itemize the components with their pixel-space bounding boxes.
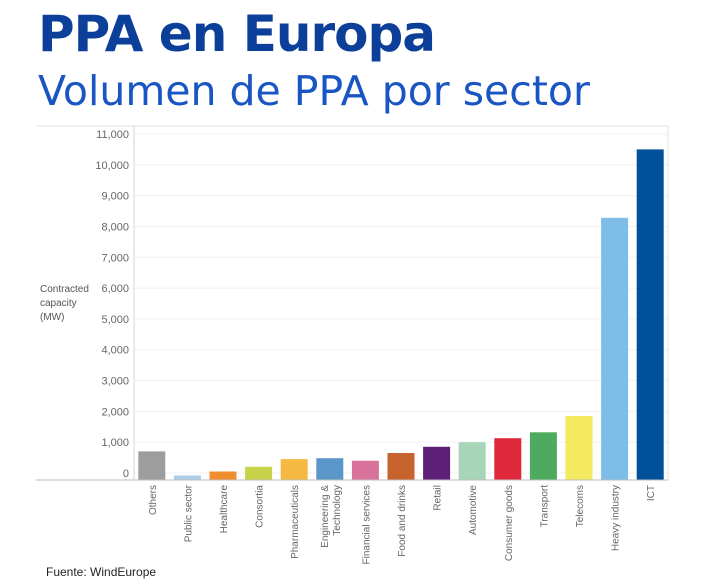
x-tick-label: Consortia [255,485,266,528]
x-tick-label-line: Food and drinks [397,485,408,557]
y-tick-label: 5,000 [101,314,129,326]
bar [565,416,593,480]
x-tick-label: Transport [539,485,550,528]
y-axis-label-line: capacity [40,298,77,309]
x-axis-labels: Others Public sector Healthcare Consortia Ph… [148,484,657,564]
bar [245,466,273,480]
x-tick-label-line: Pharmaceuticals [290,485,301,559]
bar [458,442,486,480]
chart-frame [36,125,669,481]
y-axis-label-line: Contracted [40,284,89,295]
bar [209,471,237,480]
x-tick-label: Pharmaceuticals [290,485,301,559]
bar [529,432,557,480]
bar [351,460,379,480]
x-tick-label: Engineering & Technology [320,485,343,548]
x-tick-label-line: ICT [646,485,657,501]
y-axis-ticks: 0 1,000 2,000 3,000 4,000 5,000 6,000 7,000 8,00… [95,129,129,480]
x-tick-label-line: Others [148,485,159,515]
x-tick-label: Heavy industry [611,485,622,551]
x-tick-label-line: Transport [539,485,550,528]
bar [387,453,415,480]
x-tick-label: Consumer goods [504,485,515,561]
x-tick-label-line: Technology [332,485,343,536]
y-tick-label: 2,000 [101,406,129,418]
y-tick-label: 6,000 [101,283,129,295]
x-tick-label: Others [148,485,159,515]
bar [280,459,308,480]
x-tick-label: Automotive [468,485,479,535]
y-axis-label: Contracted capacity (MW) [40,283,110,325]
bar [601,217,629,481]
y-tick-label: 11,000 [96,129,129,141]
y-tick-label: 1,000 [101,437,129,449]
y-tick-label: 0 [123,468,129,480]
x-tick-label-line: Heavy industry [611,485,622,551]
x-tick-label: Financial services [361,485,372,564]
x-tick-label-line: Healthcare [219,485,230,534]
grid-lines [134,133,668,474]
x-tick-label: Food and drinks [397,485,408,557]
y-tick-label: 8,000 [101,221,129,233]
x-tick-label-line: Consumer goods [504,485,515,561]
x-tick-label-line: Consortia [255,485,266,528]
y-tick-label: 9,000 [101,191,129,203]
y-tick-label: 4,000 [101,345,129,357]
page-subtitle: Volumen de PPA por sector [38,67,590,115]
y-axis-label-line: (MW) [40,312,65,323]
bars [138,149,664,481]
y-tick-label: 10,000 [95,160,129,172]
x-tick-label-line: Retail [433,485,444,511]
x-tick-label-line: Telecoms [575,485,586,527]
x-tick-label: Healthcare [219,485,230,534]
x-tick-label: Retail [433,485,444,511]
bar [636,149,664,480]
x-tick-label-line: Public sector [183,484,194,542]
x-tick-label: ICT [646,485,657,501]
page-title: PPA en Europa [38,5,436,63]
x-tick-label-line: Financial services [361,485,372,564]
x-tick-label-line: Engineering & [320,485,331,548]
y-tick-label: 7,000 [101,252,129,264]
x-tick-label: Telecoms [575,485,586,527]
y-tick-label: 3,000 [101,376,129,388]
x-tick-label-line: Automotive [468,485,479,535]
bar [316,458,344,480]
source-note: Fuente: WindEurope [46,565,157,579]
bar [138,451,166,480]
bar [173,475,201,480]
bar [494,438,522,480]
x-tick-label: Public sector [183,484,194,542]
bar [423,446,451,480]
